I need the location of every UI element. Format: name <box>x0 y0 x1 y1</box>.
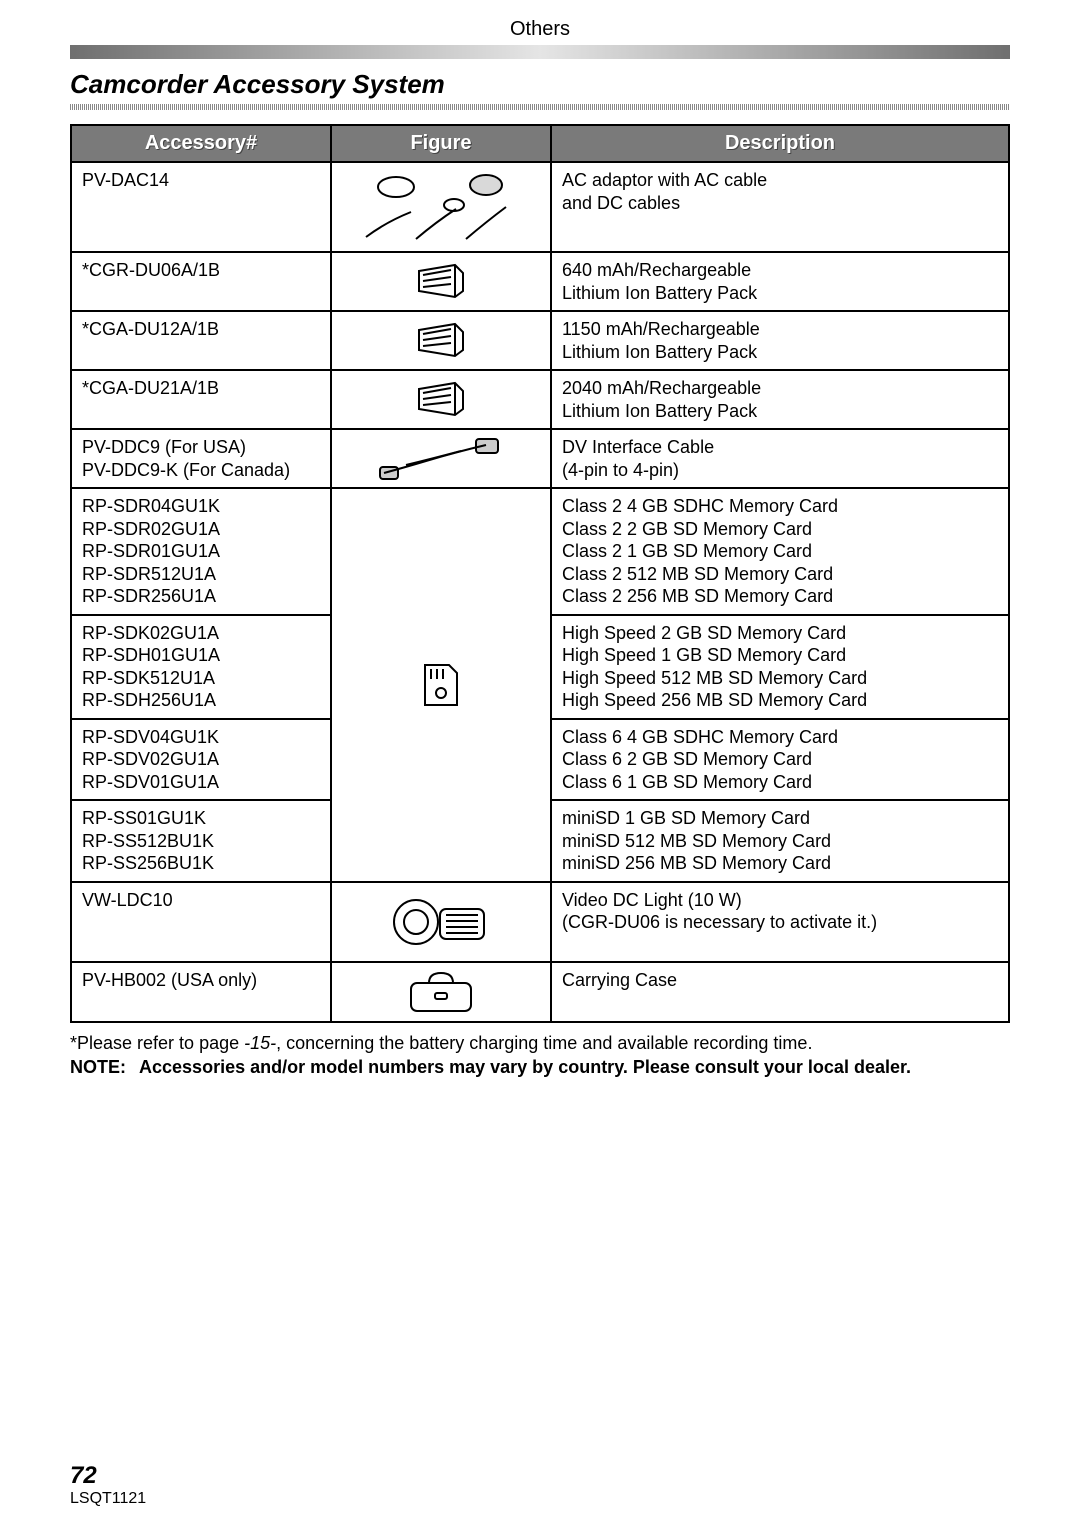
battery-icon <box>411 320 471 362</box>
footnote-block: *Please refer to page -15-, concerning t… <box>70 1031 1010 1080</box>
accessory-cell: *CGA-DU12A/1B <box>71 311 331 370</box>
description-cell: High Speed 2 GB SD Memory Card High Spee… <box>551 615 1009 719</box>
video-light-icon <box>386 887 496 957</box>
accessory-cell: RP-SDK02GU1A RP-SDH01GU1A RP-SDK512U1A R… <box>71 615 331 719</box>
accessory-cell: VW-LDC10 <box>71 882 331 962</box>
page-footer: 72 LSQT1121 <box>70 1462 146 1508</box>
accessory-cell: PV-DAC14 <box>71 162 331 252</box>
description-cell: miniSD 1 GB SD Memory Card miniSD 512 MB… <box>551 800 1009 882</box>
table-row: RP-SDR04GU1K RP-SDR02GU1A RP-SDR01GU1A R… <box>71 488 1009 615</box>
table-row: PV-DDC9 (For USA) PV-DDC9-K (For Canada)… <box>71 429 1009 488</box>
chapter-label: Others <box>70 18 1010 41</box>
accessory-cell: RP-SDV04GU1K RP-SDV02GU1A RP-SDV01GU1A <box>71 719 331 801</box>
figure-cell <box>331 311 551 370</box>
description-cell: AC adaptor with AC cable and DC cables <box>551 162 1009 252</box>
section-title: Camcorder Accessory System <box>70 69 1010 100</box>
sd-card-icon <box>411 655 471 715</box>
figure-cell <box>331 882 551 962</box>
description-cell: 2040 mAh/Rechargeable Lithium Ion Batter… <box>551 370 1009 429</box>
accessory-table: Accessory# Figure Description PV-DAC14 <box>70 124 1010 1023</box>
col-header-description: Description <box>551 125 1009 162</box>
header-gradient-bar <box>70 45 1010 59</box>
accessory-cell: *CGA-DU21A/1B <box>71 370 331 429</box>
note-text: Accessories and/or model numbers may var… <box>139 1057 911 1077</box>
col-header-accessory: Accessory# <box>71 125 331 162</box>
accessory-cell: PV-HB002 (USA only) <box>71 962 331 1022</box>
accessory-cell: *CGR-DU06A/1B <box>71 252 331 311</box>
table-row: PV-HB002 (USA only) Carrying Case <box>71 962 1009 1022</box>
figure-cell <box>331 488 551 882</box>
figure-cell <box>331 429 551 488</box>
figure-cell <box>331 252 551 311</box>
figure-cell <box>331 370 551 429</box>
table-row: *CGA-DU12A/1B 1150 mAh/Rechargeable Lith… <box>71 311 1009 370</box>
table-row: PV-DAC14 AC adaptor with AC cable an <box>71 162 1009 252</box>
accessory-cell: RP-SS01GU1K RP-SS512BU1K RP-SS256BU1K <box>71 800 331 882</box>
battery-icon <box>411 261 471 303</box>
footnote-text: *Please refer to page <box>70 1033 244 1053</box>
accessory-cell: PV-DDC9 (For USA) PV-DDC9-K (For Canada) <box>71 429 331 488</box>
table-header-row: Accessory# Figure Description <box>71 125 1009 162</box>
table-row: *CGA-DU21A/1B 2040 mAh/Rechargeable Lith… <box>71 370 1009 429</box>
col-header-figure: Figure <box>331 125 551 162</box>
description-cell: Carrying Case <box>551 962 1009 1022</box>
page-number: 72 <box>70 1462 146 1490</box>
description-cell: Class 2 4 GB SDHC Memory Card Class 2 2 … <box>551 488 1009 615</box>
battery-icon <box>411 379 471 421</box>
table-row: *CGR-DU06A/1B 640 mAh/Rechargeable Lithi… <box>71 252 1009 311</box>
figure-cell <box>331 162 551 252</box>
ac-adaptor-icon <box>356 167 526 247</box>
footnote-text: , concerning the battery charging time a… <box>276 1033 812 1053</box>
accessory-cell: RP-SDR04GU1K RP-SDR02GU1A RP-SDR01GU1A R… <box>71 488 331 615</box>
description-cell: Video DC Light (10 W) (CGR-DU06 is neces… <box>551 882 1009 962</box>
description-cell: 640 mAh/Rechargeable Lithium Ion Battery… <box>551 252 1009 311</box>
description-cell: Class 6 4 GB SDHC Memory Card Class 6 2 … <box>551 719 1009 801</box>
note-label: NOTE: <box>70 1057 126 1077</box>
doc-code: LSQT1121 <box>70 1490 146 1508</box>
figure-cell <box>331 962 551 1022</box>
footnote-page-ref: -15- <box>244 1033 276 1053</box>
section-divider <box>70 104 1010 110</box>
carrying-case-icon <box>401 967 481 1017</box>
table-row: VW-LDC10 Video DC Light (10 W) (CGR-DU06… <box>71 882 1009 962</box>
description-cell: DV Interface Cable (4-pin to 4-pin) <box>551 429 1009 488</box>
dv-cable-icon <box>376 437 506 481</box>
description-cell: 1150 mAh/Rechargeable Lithium Ion Batter… <box>551 311 1009 370</box>
